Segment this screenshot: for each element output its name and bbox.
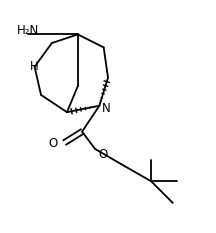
Text: O: O bbox=[48, 137, 57, 150]
Text: N: N bbox=[102, 103, 110, 115]
Text: H₂N: H₂N bbox=[17, 24, 40, 37]
Text: H: H bbox=[30, 60, 39, 73]
Text: O: O bbox=[98, 148, 107, 161]
